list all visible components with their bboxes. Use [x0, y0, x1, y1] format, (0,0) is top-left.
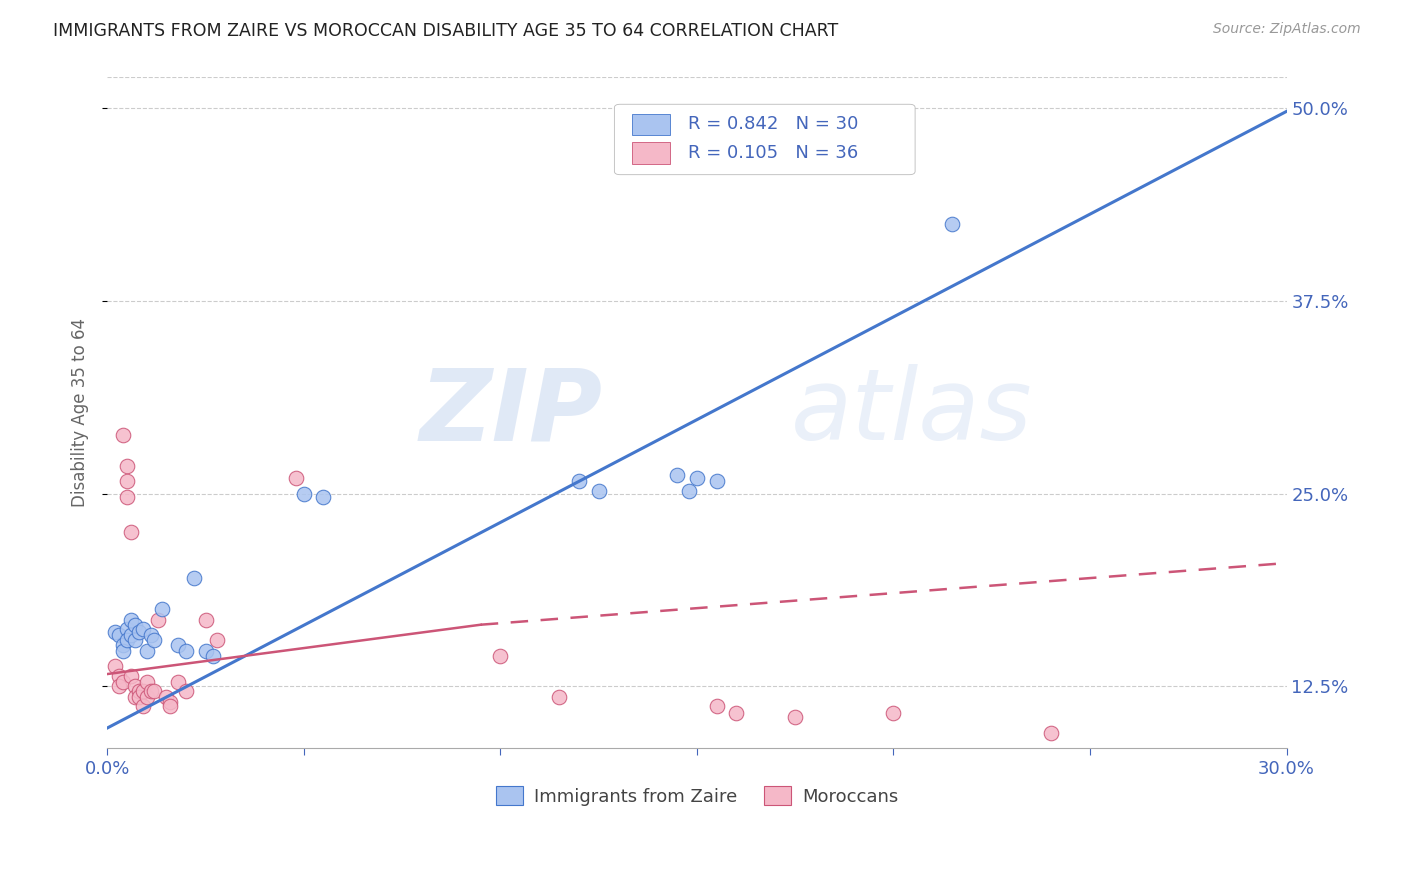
Point [548, 690, 571, 705]
Point [135, 690, 157, 705]
Point [148, 613, 170, 627]
Point [111, 674, 134, 689]
Point [167, 638, 190, 652]
Point [124, 679, 146, 693]
Point [131, 684, 153, 698]
Point [207, 633, 229, 648]
Point [135, 644, 157, 658]
Point [115, 633, 138, 648]
Point [115, 475, 138, 489]
Text: R = 0.105   N = 36: R = 0.105 N = 36 [688, 145, 858, 162]
Point [150, 602, 173, 616]
Point [111, 428, 134, 442]
Point [143, 684, 166, 698]
Point [143, 633, 166, 648]
Point [174, 684, 197, 698]
Point [489, 648, 512, 663]
Point [285, 471, 308, 485]
Point [115, 623, 138, 637]
Point [128, 690, 150, 705]
Text: atlas: atlas [792, 364, 1033, 461]
Point [1039, 725, 1062, 739]
Text: IMMIGRANTS FROM ZAIRE VS MOROCCAN DISABILITY AGE 35 TO 64 CORRELATION CHART: IMMIGRANTS FROM ZAIRE VS MOROCCAN DISABI… [53, 22, 838, 40]
Point [194, 644, 217, 658]
Point [124, 690, 146, 705]
Point [108, 668, 131, 682]
Point [568, 475, 591, 489]
Point [124, 617, 146, 632]
Point [155, 690, 177, 705]
Legend: Immigrants from Zaire, Moroccans: Immigrants from Zaire, Moroccans [488, 779, 905, 813]
Text: Source: ZipAtlas.com: Source: ZipAtlas.com [1213, 22, 1361, 37]
Point [128, 625, 150, 640]
Point [706, 475, 728, 489]
Point [941, 217, 963, 231]
Y-axis label: Disability Age 35 to 64: Disability Age 35 to 64 [72, 318, 89, 508]
Point [128, 684, 150, 698]
Point [139, 684, 162, 698]
Point [111, 638, 134, 652]
Point [111, 644, 134, 658]
Point [183, 571, 205, 585]
Point [174, 644, 197, 658]
Point [115, 458, 138, 473]
Point [159, 695, 181, 709]
Point [115, 490, 138, 504]
Point [194, 613, 217, 627]
Point [104, 659, 127, 673]
Point [139, 628, 162, 642]
FancyBboxPatch shape [614, 104, 915, 175]
Point [120, 668, 142, 682]
Point [104, 625, 127, 640]
Point [159, 699, 181, 714]
Point [785, 710, 807, 724]
Point [588, 483, 610, 498]
Point [312, 490, 335, 504]
FancyBboxPatch shape [633, 143, 669, 164]
Point [108, 628, 131, 642]
Point [725, 706, 748, 720]
Point [666, 468, 689, 483]
Point [135, 674, 157, 689]
Point [706, 699, 728, 714]
Text: ZIP: ZIP [419, 364, 603, 461]
Point [292, 486, 315, 500]
Point [678, 483, 700, 498]
Point [120, 613, 142, 627]
Text: R = 0.842   N = 30: R = 0.842 N = 30 [688, 115, 858, 134]
Point [686, 471, 709, 485]
Point [131, 623, 153, 637]
Point [882, 706, 904, 720]
FancyBboxPatch shape [633, 113, 669, 135]
Point [108, 679, 131, 693]
Point [202, 648, 225, 663]
Point [167, 674, 190, 689]
Point [124, 633, 146, 648]
Point [120, 628, 142, 642]
Point [120, 525, 142, 540]
Point [131, 699, 153, 714]
